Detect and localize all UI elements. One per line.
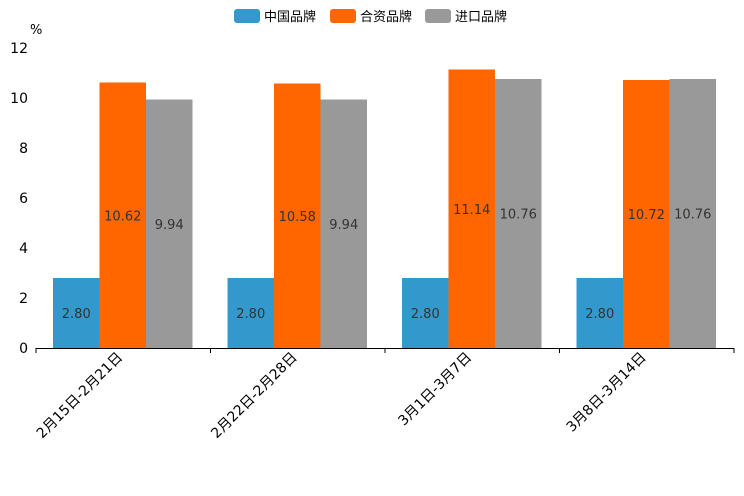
bar	[146, 99, 193, 348]
bar-value-label: 10.58	[279, 210, 316, 225]
legend-label: 中国品牌	[264, 9, 316, 25]
bars: 2.80 10.62 9.94 2.80 10.58 9.94 2.80 11.14 10.76…	[53, 69, 716, 348]
legend-label: 合资品牌	[360, 9, 412, 25]
y-tick-label: 10	[10, 91, 28, 107]
bar-value-label: 2.80	[411, 307, 440, 322]
legend-swatch	[330, 9, 356, 23]
bar-value-label: 2.80	[236, 307, 265, 322]
y-tick-label: 2	[19, 291, 28, 307]
bar	[448, 69, 495, 348]
y-tick-label: 12	[10, 41, 28, 57]
x-tick-label: 2月15日-2月21日	[34, 350, 126, 442]
bar-value-label: 11.14	[453, 203, 490, 218]
y-tick-label: 8	[19, 141, 28, 157]
legend-swatch	[425, 9, 451, 23]
bar	[99, 82, 146, 348]
legend: 中国品牌 合资品牌 进口品牌	[234, 9, 507, 25]
y-tick-label: 0	[19, 341, 28, 357]
bar-value-label: 10.76	[674, 208, 711, 223]
legend-label: 进口品牌	[455, 9, 507, 25]
y-axis: 0 2 4 6 8 10 12	[10, 41, 28, 357]
bar	[495, 79, 542, 348]
bar-value-label: 10.76	[500, 208, 537, 223]
bar-value-label: 2.80	[585, 307, 614, 322]
bar	[227, 278, 274, 348]
x-tick-label: 3月1日-3月7日	[395, 350, 475, 430]
y-tick-label: 4	[19, 241, 28, 257]
bar	[402, 278, 449, 348]
bar	[320, 99, 367, 348]
bar-value-label: 9.94	[155, 218, 184, 233]
x-tick-label: 3月8日-3月14日	[564, 350, 650, 436]
x-axis: 2月15日-2月21日 2月22日-2月28日 3月1日-3月7日 3月8日-3月14…	[34, 348, 735, 442]
y-tick-label: 6	[19, 191, 28, 207]
bar	[576, 278, 623, 348]
bar-value-label: 9.94	[329, 218, 358, 233]
bar-value-label: 10.72	[628, 208, 665, 223]
bar	[669, 79, 716, 348]
bar-value-label: 10.62	[104, 209, 141, 224]
bar-value-label: 2.80	[62, 307, 91, 322]
legend-swatch	[234, 9, 260, 23]
bar	[53, 278, 100, 348]
x-tick-label: 2月22日-2月28日	[208, 350, 300, 442]
y-axis-unit-label: %	[30, 23, 42, 38]
bar	[623, 80, 670, 348]
bar	[274, 83, 321, 348]
